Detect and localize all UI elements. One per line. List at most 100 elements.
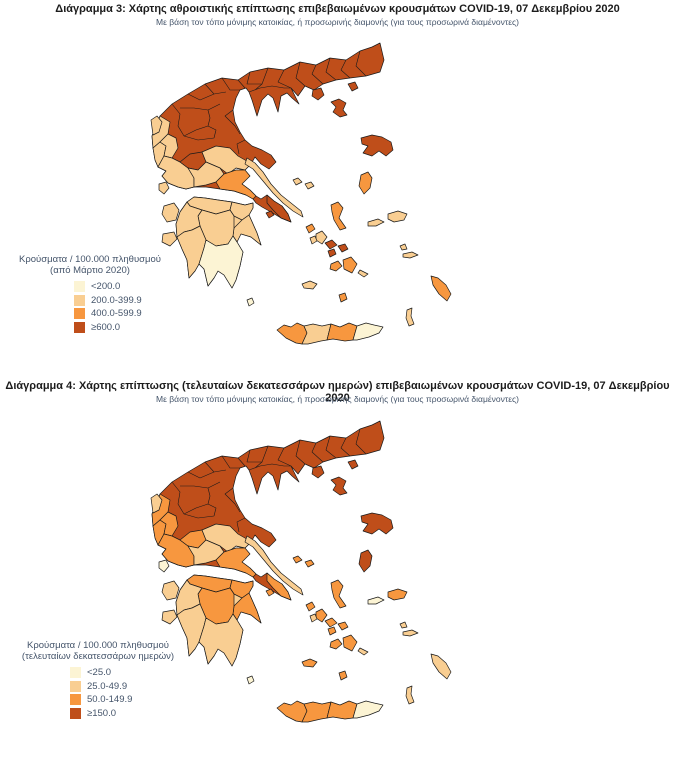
region-boeotia [215,547,257,578]
region-lasithi [352,322,384,341]
region-laconia [198,613,244,667]
region-zakynthos [161,231,178,247]
legend-item: 25.0-49.9 [70,680,196,694]
region-phocis [187,539,225,566]
region-zakynthos [161,609,178,625]
legend-subtitle: (από Μάρτιο 2020) [50,265,130,276]
region-tinos [324,617,338,628]
legend-item: ≥600.0 [74,321,170,335]
region-tinos [324,239,338,250]
region-samothrace [347,81,359,92]
region-corfu [150,493,163,514]
region-kalymnos [399,243,408,251]
north-prefecture-borders [171,50,367,155]
region-rethymno [301,701,332,723]
legend-title: Κρούσματα / 100.000 πληθυσμού [27,640,169,651]
region-paros [329,638,343,650]
region-santorini [338,670,348,681]
legend-label: <25.0 [87,667,112,679]
region-andros [315,230,328,245]
region-sporades [292,555,315,568]
region-chania [276,322,308,345]
figure3-subtitle: Με βάση τον τόπο μόνιμης κατοικίας, ή πρ… [156,17,519,27]
region-samothrace [347,459,359,470]
legend-swatch [70,667,81,679]
region-kythira [246,675,255,685]
legend-swatch [74,281,85,293]
region-lemnos [330,476,348,496]
region-north-mainland [151,42,385,223]
region-kefalonia [161,580,180,601]
region-skyros [330,201,347,231]
figure4-title: Διάγραμμα 4: Χάρτης επίπτωσης (τελευταίω… [5,380,670,404]
region-mykonos [337,621,349,631]
greece-map-cumulative-incidence [150,42,452,345]
region-syros [327,248,337,258]
legend-label: ≥150.0 [87,707,116,719]
region-chios [358,171,373,195]
region-kea [305,601,316,612]
region-syros [327,626,337,636]
region-laconia [198,235,244,289]
region-attica-east [266,194,292,223]
region-phocis [187,161,225,188]
legend-label: 25.0-49.9 [87,680,128,692]
north-prefecture-borders [171,428,367,533]
region-mykonos [337,243,349,253]
legend-label: 50.0-149.9 [87,694,133,706]
region-heraklion [326,322,358,342]
figure3-title: Διάγραμμα 3: Χάρτης αθροιστικής επίπτωση… [55,3,620,15]
region-andros [315,608,328,623]
region-santorini [338,292,348,303]
region-skyros [330,579,347,609]
region-euboea [244,535,304,596]
region-lemnos [330,98,348,118]
region-messenia [176,225,207,279]
region-lesbos [360,512,394,535]
region-naxos [342,634,358,652]
region-kythira [246,297,255,307]
region-lesbos [360,134,394,157]
region-north-mainland [151,420,385,601]
region-milos [301,658,318,668]
region-lefkada [158,181,170,195]
figure4-subtitle: Με βάση τον τόπο μόνιμης κατοικίας, ή πρ… [156,394,519,404]
region-chania [276,700,308,723]
region-naxos [342,256,358,274]
legend-title: Κρούσματα / 100.000 πληθυσμού [19,254,161,265]
region-lasithi [352,700,384,719]
figure3-map [150,38,505,373]
region-kos [402,629,419,637]
legend-swatch [74,308,85,320]
legend-label: 200.0-399.9 [91,294,142,306]
legend-swatch [74,294,85,306]
region-boeotia [215,169,257,200]
region-samos [387,210,408,223]
region-kythnos [309,613,318,623]
figure4-map [150,416,505,751]
region-aegina [265,588,275,597]
legend-item: 400.0-599.9 [74,307,170,321]
legend-label: 400.0-599.9 [91,308,142,320]
figure3-legend: Κρούσματα / 100.000 πληθυσμού (από Μάρτι… [10,254,170,334]
region-heraklion [326,700,358,720]
region-karpathos [405,685,415,705]
region-amorgos [357,647,369,656]
region-arta [159,133,179,159]
region-ikaria [367,596,385,605]
legend-items: <25.0 25.0-49.9 50.0-149.9 ≥150.0 [0,666,196,720]
region-kea [305,223,316,234]
region-kalymnos [399,621,408,629]
legend-label: ≥600.0 [91,321,120,333]
legend-swatch [70,707,81,719]
legend-subtitle: (τελευταίων δεκατεσσάρων ημερών) [21,651,175,662]
legend-item: 50.0-149.9 [70,693,196,707]
region-thasos [311,465,325,479]
legend-item: 200.0-399.9 [74,294,170,308]
legend-swatch [74,321,85,333]
region-kythnos [309,235,318,245]
region-karpathos [405,307,415,327]
region-sporades [292,177,315,190]
region-samos [387,588,408,601]
